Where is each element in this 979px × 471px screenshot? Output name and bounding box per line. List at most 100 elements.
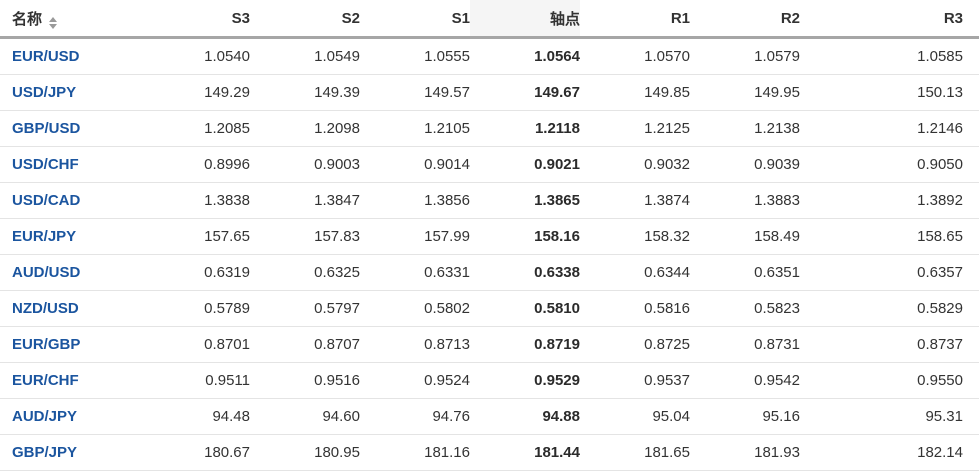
value-cell-s2: 0.9516 [250,362,360,399]
value-cell-s2: 0.9003 [250,146,360,183]
value-cell-s2: 0.6325 [250,254,360,291]
value-cell-r3: 158.65 [800,218,979,255]
value-cell-r3: 0.9550 [800,362,979,399]
value-cell-pivot: 0.9529 [470,362,580,399]
value-cell-s3: 94.48 [140,398,250,435]
pair-link[interactable]: NZD/USD [0,290,140,327]
value-cell-s1: 0.6331 [360,254,470,291]
value-cell-s2: 0.5797 [250,290,360,327]
value-cell-s1: 1.3856 [360,182,470,219]
value-cell-r1: 0.5816 [580,290,690,327]
table-row-eur-jpy: EUR/JPY 157.65 157.83 157.99 158.16 158.32 158… [0,218,979,255]
column-header-s3: S3 [140,0,250,39]
value-cell-s3: 0.9511 [140,362,250,399]
column-header-name[interactable]: 名称 [0,0,140,39]
value-cell-r1: 0.8725 [580,326,690,363]
column-label-name: 名称 [12,10,43,28]
value-cell-s1: 1.0555 [360,37,470,75]
pair-link[interactable]: EUR/JPY [0,218,140,255]
value-cell-s2: 149.39 [250,74,360,111]
pair-link[interactable]: USD/CHF [0,146,140,183]
value-cell-s2: 1.3847 [250,182,360,219]
value-cell-s2: 180.95 [250,434,360,471]
value-cell-r1: 1.2125 [580,110,690,147]
pair-link[interactable]: USD/CAD [0,182,140,219]
table-header: 名称 S3 S2 S1 轴点 R1 R2 R3 [0,0,979,39]
value-cell-pivot: 0.5810 [470,290,580,327]
pair-link[interactable]: EUR/CHF [0,362,140,399]
pair-link[interactable]: EUR/GBP [0,326,140,363]
value-cell-s2: 157.83 [250,218,360,255]
value-cell-r2: 1.2138 [690,110,800,147]
pair-link[interactable]: AUD/USD [0,254,140,291]
column-header-r3: R3 [800,0,979,39]
value-cell-s1: 149.57 [360,74,470,111]
value-cell-pivot: 1.3865 [470,182,580,219]
pair-link[interactable]: GBP/USD [0,110,140,147]
table-row-aud-jpy: AUD/JPY 94.48 94.60 94.76 94.88 95.04 95.16 95.… [0,398,979,435]
value-cell-r2: 0.9039 [690,146,800,183]
column-label-s2: S2 [341,9,360,27]
value-cell-r1: 181.65 [580,434,690,471]
value-cell-r2: 1.3883 [690,182,800,219]
pair-link[interactable]: AUD/JPY [0,398,140,435]
table-row-usd-cad: USD/CAD 1.3838 1.3847 1.3856 1.3865 1.3874 1.3… [0,182,979,219]
value-cell-r2: 0.6351 [690,254,800,291]
column-label-pivot: 轴点 [549,10,580,28]
value-cell-r2: 0.5823 [690,290,800,327]
value-cell-s3: 157.65 [140,218,250,255]
value-cell-s2: 94.60 [250,398,360,435]
value-cell-s2: 1.2098 [250,110,360,147]
value-cell-r3: 1.0585 [800,37,979,75]
sort-icon[interactable] [49,16,58,29]
value-cell-r3: 95.31 [800,398,979,435]
value-cell-pivot: 181.44 [470,434,580,471]
value-cell-s1: 181.16 [360,434,470,471]
value-cell-s1: 0.9524 [360,362,470,399]
table-row-usd-chf: USD/CHF 0.8996 0.9003 0.9014 0.9021 0.9032 0.9… [0,146,979,183]
table-row-eur-chf: EUR/CHF 0.9511 0.9516 0.9524 0.9529 0.9537 0.9… [0,362,979,399]
table-row-gbp-jpy: GBP/JPY 180.67 180.95 181.16 181.44 181.65 181… [0,434,979,471]
value-cell-r1: 0.9537 [580,362,690,399]
value-cell-r3: 0.6357 [800,254,979,291]
column-header-pivot: 轴点 [470,0,580,39]
table-row-usd-jpy: USD/JPY 149.29 149.39 149.57 149.67 149.85 149… [0,74,979,111]
column-label-r1: R1 [670,9,690,27]
value-cell-s1: 94.76 [360,398,470,435]
value-cell-s3: 1.2085 [140,110,250,147]
header-row: 名称 S3 S2 S1 轴点 R1 R2 R3 [0,0,979,39]
table-body: EUR/USD 1.0540 1.0549 1.0555 1.0564 1.0570 1.0… [0,37,979,471]
value-cell-r2: 1.0579 [690,37,800,75]
value-cell-pivot: 0.9021 [470,146,580,183]
column-header-r2: R2 [690,0,800,39]
table-row-gbp-usd: GBP/USD 1.2085 1.2098 1.2105 1.2118 1.2125 1.2… [0,110,979,147]
value-cell-s3: 149.29 [140,74,250,111]
value-cell-r2: 158.49 [690,218,800,255]
value-cell-pivot: 0.6338 [470,254,580,291]
value-cell-s1: 0.8713 [360,326,470,363]
value-cell-pivot: 94.88 [470,398,580,435]
value-cell-r3: 150.13 [800,74,979,111]
value-cell-s3: 180.67 [140,434,250,471]
value-cell-r3: 0.8737 [800,326,979,363]
value-cell-r1: 1.3874 [580,182,690,219]
value-cell-pivot: 1.2118 [470,110,580,147]
value-cell-pivot: 0.8719 [470,326,580,363]
value-cell-r2: 149.95 [690,74,800,111]
column-header-s2: S2 [250,0,360,39]
sort-up-arrow-icon [49,16,58,22]
value-cell-r1: 1.0570 [580,37,690,75]
column-label-r3: R3 [943,9,963,27]
value-cell-s1: 0.5802 [360,290,470,327]
table-row-eur-gbp: EUR/GBP 0.8701 0.8707 0.8713 0.8719 0.8725 0.8… [0,326,979,363]
value-cell-r2: 0.8731 [690,326,800,363]
pair-link[interactable]: EUR/USD [0,37,140,75]
value-cell-s3: 0.6319 [140,254,250,291]
pair-link[interactable]: USD/JPY [0,74,140,111]
value-cell-r3: 1.2146 [800,110,979,147]
value-cell-s3: 0.8701 [140,326,250,363]
value-cell-r2: 181.93 [690,434,800,471]
pair-link[interactable]: GBP/JPY [0,434,140,471]
value-cell-r1: 158.32 [580,218,690,255]
